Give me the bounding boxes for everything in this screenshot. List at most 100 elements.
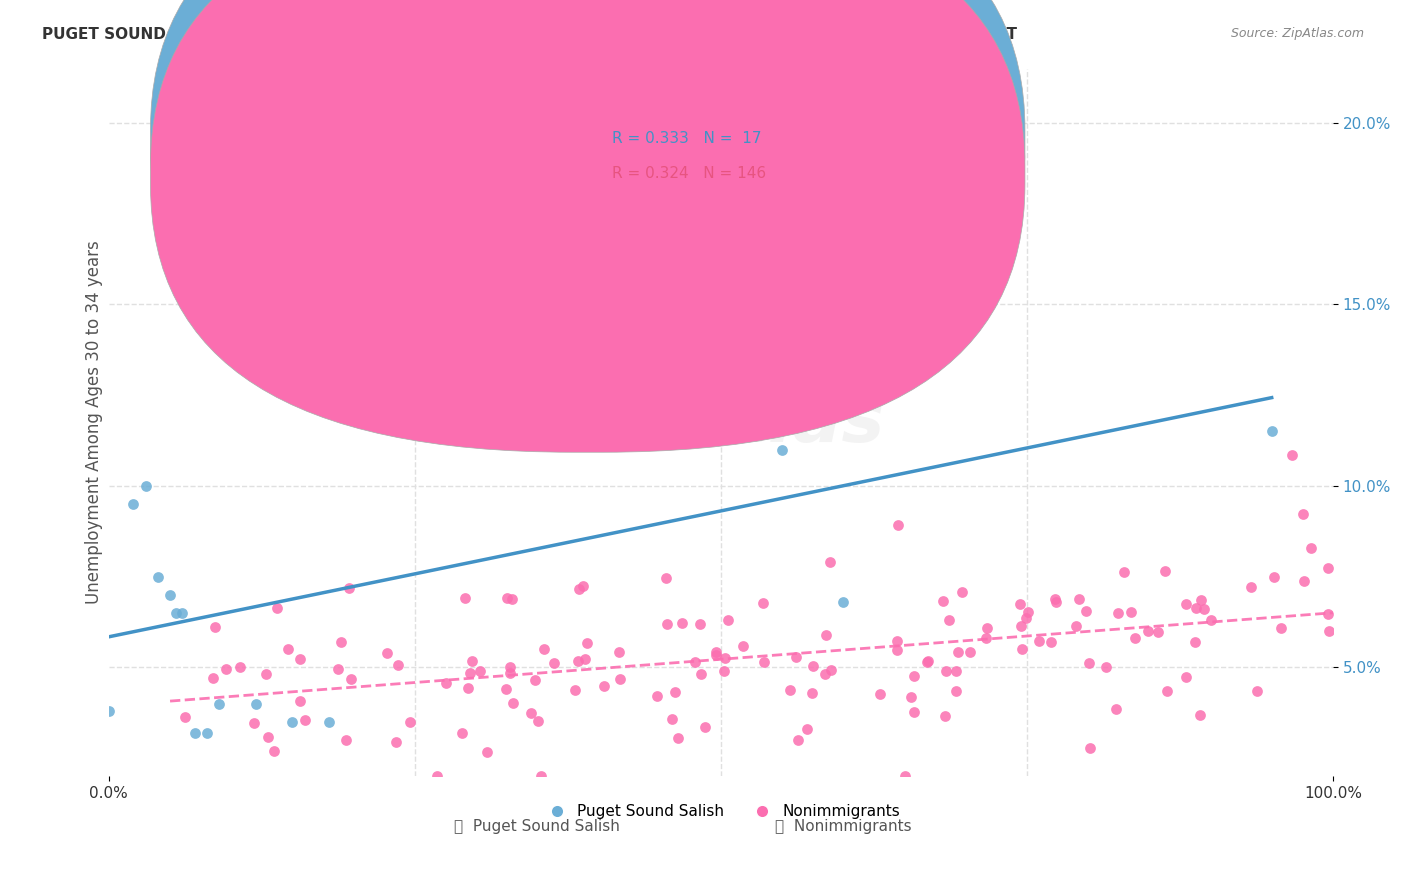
Text: R = 0.333   N =  17: R = 0.333 N = 17 bbox=[612, 131, 761, 145]
Point bbox=[457, 681, 479, 695]
Point bbox=[458, 665, 481, 680]
Point bbox=[1156, 684, 1178, 698]
Point bbox=[454, 591, 477, 605]
Point bbox=[195, 725, 218, 739]
Point bbox=[945, 664, 967, 678]
Point bbox=[609, 672, 631, 686]
Point bbox=[1045, 595, 1067, 609]
Point bbox=[387, 658, 409, 673]
Point bbox=[685, 655, 707, 669]
Point bbox=[1189, 592, 1212, 607]
Point bbox=[1105, 701, 1128, 715]
Point bbox=[959, 645, 981, 659]
Point bbox=[281, 714, 304, 729]
Point bbox=[689, 667, 711, 681]
Point bbox=[173, 710, 195, 724]
Point bbox=[786, 732, 808, 747]
Text: Source: ZipAtlas.com: Source: ZipAtlas.com bbox=[1230, 27, 1364, 40]
Point bbox=[935, 665, 957, 679]
Point bbox=[1123, 631, 1146, 645]
Point bbox=[934, 709, 956, 723]
Point bbox=[263, 744, 285, 758]
Point bbox=[318, 714, 340, 729]
Point bbox=[335, 733, 357, 747]
Point bbox=[869, 687, 891, 701]
Point bbox=[704, 648, 727, 662]
Point bbox=[886, 634, 908, 648]
Point bbox=[564, 683, 586, 698]
Text: R = 0.324   N = 146: R = 0.324 N = 146 bbox=[612, 167, 766, 181]
Point bbox=[887, 518, 910, 533]
Point bbox=[527, 714, 550, 728]
Point bbox=[329, 635, 352, 649]
Point bbox=[426, 769, 449, 783]
Point bbox=[661, 712, 683, 726]
Point bbox=[1185, 600, 1208, 615]
Point bbox=[266, 601, 288, 615]
Text: PUGET SOUND SALISH VS NONIMMIGRANTS UNEMPLOYMENT AMONG AGES 30 TO 34 YEARS CORRE: PUGET SOUND SALISH VS NONIMMIGRANTS UNEM… bbox=[42, 27, 1017, 42]
Point bbox=[770, 442, 793, 457]
Point bbox=[1292, 507, 1315, 521]
Point bbox=[1094, 660, 1116, 674]
Point bbox=[208, 697, 231, 711]
Point bbox=[339, 672, 361, 686]
Point bbox=[502, 696, 524, 710]
Point bbox=[520, 706, 543, 720]
Point bbox=[1112, 565, 1135, 579]
Point bbox=[1040, 635, 1063, 649]
Point bbox=[886, 643, 908, 657]
Point bbox=[501, 591, 523, 606]
Point bbox=[135, 479, 157, 493]
Point bbox=[399, 715, 422, 730]
Point bbox=[1199, 613, 1222, 627]
Point bbox=[377, 646, 399, 660]
Point bbox=[714, 651, 737, 665]
Point bbox=[592, 680, 614, 694]
Point bbox=[1045, 591, 1067, 606]
Point bbox=[779, 682, 801, 697]
Point bbox=[894, 769, 917, 783]
Point bbox=[1078, 656, 1101, 670]
Point bbox=[1015, 611, 1038, 625]
Point bbox=[1299, 541, 1322, 556]
Point bbox=[1010, 598, 1032, 612]
Point bbox=[1028, 633, 1050, 648]
Point bbox=[1184, 635, 1206, 649]
Point bbox=[938, 613, 960, 627]
Point bbox=[245, 697, 267, 711]
Point bbox=[1263, 570, 1285, 584]
Point bbox=[495, 682, 517, 697]
Point bbox=[337, 581, 360, 595]
Point bbox=[713, 665, 735, 679]
Point bbox=[1074, 604, 1097, 618]
Point bbox=[1292, 574, 1315, 588]
Point bbox=[461, 654, 484, 668]
Point bbox=[290, 694, 312, 708]
Point bbox=[495, 591, 517, 606]
Point bbox=[204, 620, 226, 634]
Point bbox=[820, 663, 842, 677]
Point bbox=[820, 555, 842, 569]
Point bbox=[932, 593, 955, 607]
Point bbox=[664, 684, 686, 698]
Legend: Puget Sound Salish, Nonimmigrants: Puget Sound Salish, Nonimmigrants bbox=[536, 798, 905, 825]
Point bbox=[1080, 741, 1102, 756]
Point bbox=[654, 571, 676, 585]
Point bbox=[731, 639, 754, 653]
Point bbox=[1270, 621, 1292, 635]
Point bbox=[717, 613, 740, 627]
Point bbox=[1316, 607, 1339, 621]
Text: ⬜  Puget Sound Salish: ⬜ Puget Sound Salish bbox=[454, 819, 620, 834]
Point bbox=[1239, 580, 1261, 594]
Point bbox=[468, 664, 491, 678]
Point bbox=[900, 690, 922, 705]
Point bbox=[1010, 619, 1032, 633]
Point bbox=[172, 606, 194, 620]
Point bbox=[1147, 625, 1170, 640]
Point bbox=[903, 706, 925, 720]
Point bbox=[294, 713, 316, 727]
Point bbox=[801, 686, 824, 700]
Point bbox=[574, 652, 596, 666]
Point bbox=[671, 615, 693, 630]
Point bbox=[1175, 670, 1198, 684]
